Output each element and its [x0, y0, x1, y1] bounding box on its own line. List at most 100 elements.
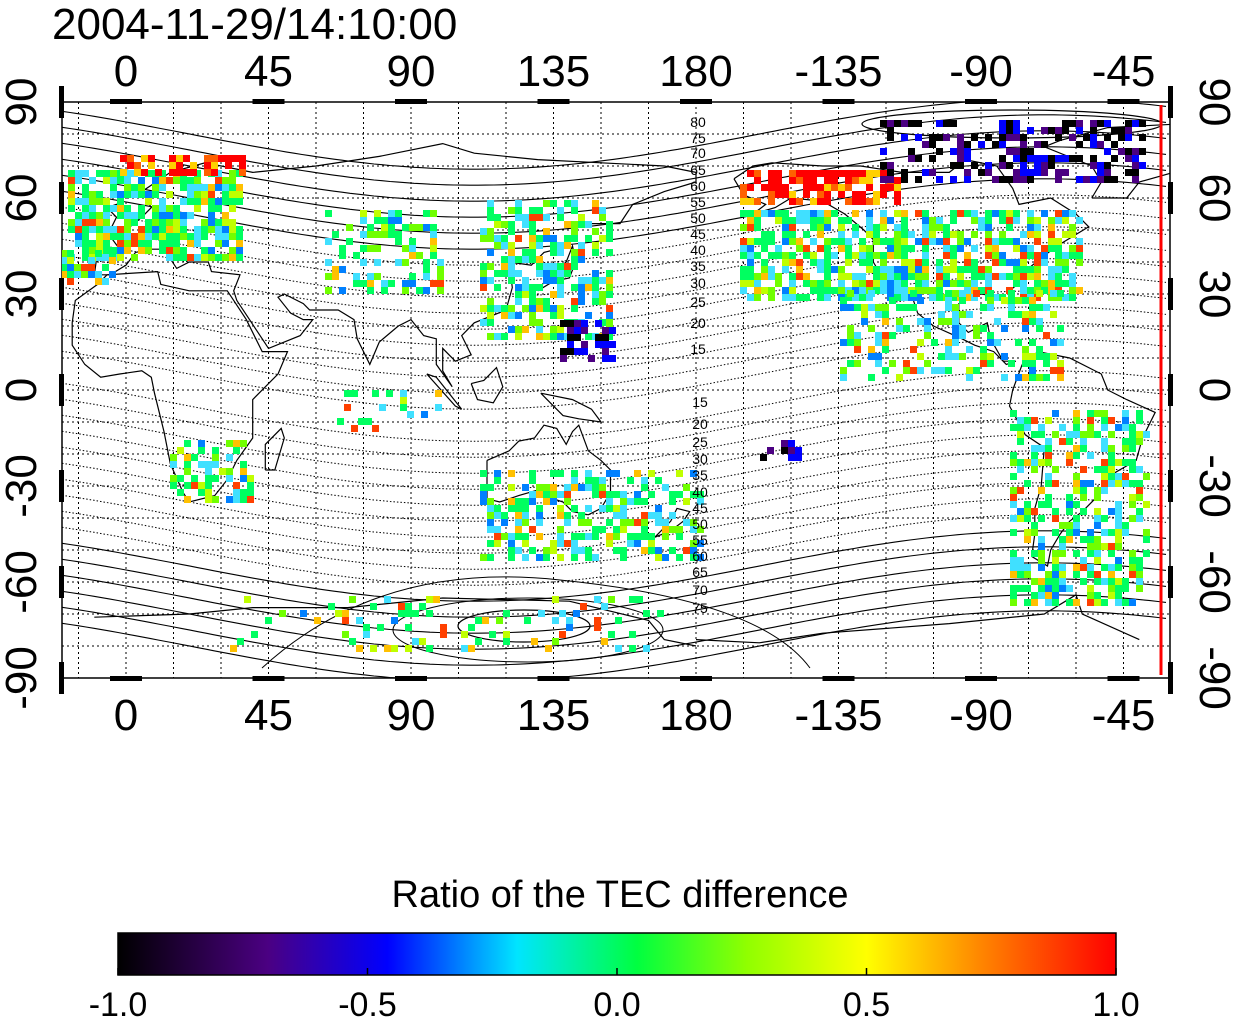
- y-tick-label-left: 0: [0, 378, 46, 402]
- tec-pixel: [859, 238, 866, 245]
- tec-pixel: [915, 210, 922, 217]
- tec-pixel: [145, 240, 152, 247]
- tec-pixel: [789, 294, 796, 301]
- tec-pixel: [950, 148, 957, 155]
- tec-pixel: [929, 155, 936, 162]
- x-tick-label-bottom: -90: [949, 691, 1013, 740]
- tec-pixel: [1001, 374, 1008, 381]
- tec-pixel: [138, 247, 145, 254]
- tec-pixel: [170, 461, 177, 468]
- colorbar-tick-label: -1.0: [89, 986, 148, 1024]
- tec-pixel: [367, 287, 374, 294]
- tec-pixel: [574, 320, 581, 327]
- tec-pixel: [1022, 346, 1029, 353]
- geomagnetic-contour: [62, 306, 1167, 378]
- tec-pixel: [1125, 155, 1132, 162]
- tec-pixel: [971, 294, 978, 301]
- tec-pixel: [585, 533, 592, 540]
- tec-pixel: [571, 533, 578, 540]
- tec-pixel: [1076, 120, 1083, 127]
- tec-pixel: [194, 191, 201, 198]
- tec-pixel: [957, 162, 964, 169]
- tec-pixel: [1066, 599, 1073, 606]
- colorbar-title: Ratio of the TEC difference: [391, 874, 849, 916]
- tec-pixel: [595, 341, 602, 348]
- tec-pixel: [247, 496, 254, 503]
- tec-pixel: [875, 339, 882, 346]
- tec-pixel: [68, 177, 75, 184]
- tec-pixel: [226, 496, 233, 503]
- tec-pixel: [761, 287, 768, 294]
- tec-pixel: [1076, 217, 1083, 224]
- tec-pixel: [922, 210, 929, 217]
- tec-pixel: [929, 169, 936, 176]
- tec-pixel: [103, 219, 110, 226]
- tec-pixel: [1129, 550, 1136, 557]
- tec-pixel: [760, 454, 767, 461]
- tec-pixel: [1115, 459, 1122, 466]
- tec-pixel: [1017, 508, 1024, 515]
- tec-pixel: [1045, 417, 1052, 424]
- tec-pixel: [529, 284, 536, 291]
- tec-pixel: [1027, 266, 1034, 273]
- tec-pixel: [971, 266, 978, 273]
- maglat-label-north: 70: [690, 145, 706, 161]
- tec-pixel: [1052, 431, 1059, 438]
- geomagnetic-contour: [62, 386, 1167, 458]
- tec-pixel: [1055, 238, 1062, 245]
- tec-pixel: [945, 367, 952, 374]
- tec-pixel: [1059, 543, 1066, 550]
- tec-pixel: [908, 120, 915, 127]
- tec-pixel: [873, 280, 880, 287]
- tec-pixel: [971, 210, 978, 217]
- tec-pixel: [1073, 410, 1080, 417]
- tec-pixel: [971, 217, 978, 224]
- tec-pixel: [191, 454, 198, 461]
- tec-pixel: [880, 191, 887, 198]
- tec-pixel: [423, 287, 430, 294]
- tec-pixel: [634, 540, 641, 547]
- tec-pixel: [761, 266, 768, 273]
- tec-pixel: [1048, 294, 1055, 301]
- tec-pixel: [971, 134, 978, 141]
- tec-pixel: [124, 212, 131, 219]
- tec-pixel: [1034, 238, 1041, 245]
- tec-pixel: [237, 638, 244, 645]
- tec-pixel: [761, 238, 768, 245]
- tec-pixel: [580, 603, 587, 610]
- y-tick-left: [59, 374, 64, 406]
- tec-pixel: [936, 280, 943, 287]
- tec-pixel: [662, 533, 669, 540]
- tec-pixel: [978, 169, 985, 176]
- tec-pixel: [803, 210, 810, 217]
- tec-pixel: [522, 249, 529, 256]
- tec-pixel: [1050, 290, 1057, 297]
- tec-pixel: [215, 226, 222, 233]
- tec-pixel: [1066, 522, 1073, 529]
- tec-pixel: [1048, 155, 1055, 162]
- tec-pixel: [609, 341, 616, 348]
- tec-pixel: [430, 210, 437, 217]
- tec-pixel: [747, 252, 754, 259]
- tec-pixel: [1108, 578, 1115, 585]
- tec-pixel: [529, 498, 536, 505]
- tec-pixel: [880, 259, 887, 266]
- tec-pixel: [508, 249, 515, 256]
- y-tick-left: [59, 566, 64, 598]
- tec-pixel: [1001, 353, 1008, 360]
- tec-pixel: [592, 249, 599, 256]
- tec-pixel: [339, 245, 346, 252]
- tec-pixel: [817, 198, 824, 205]
- tec-pixel: [240, 475, 247, 482]
- tec-pixel: [1006, 120, 1013, 127]
- tec-pixel: [325, 210, 332, 217]
- tec-pixel: [1118, 127, 1125, 134]
- tec-pixel: [915, 273, 922, 280]
- tec-pixel: [1115, 529, 1122, 536]
- tec-pixel: [557, 540, 564, 547]
- tec-pixel: [985, 210, 992, 217]
- tec-pixel: [578, 547, 585, 554]
- tec-pixel: [508, 326, 515, 333]
- tec-pixel: [1108, 564, 1115, 571]
- tec-pixel: [789, 217, 796, 224]
